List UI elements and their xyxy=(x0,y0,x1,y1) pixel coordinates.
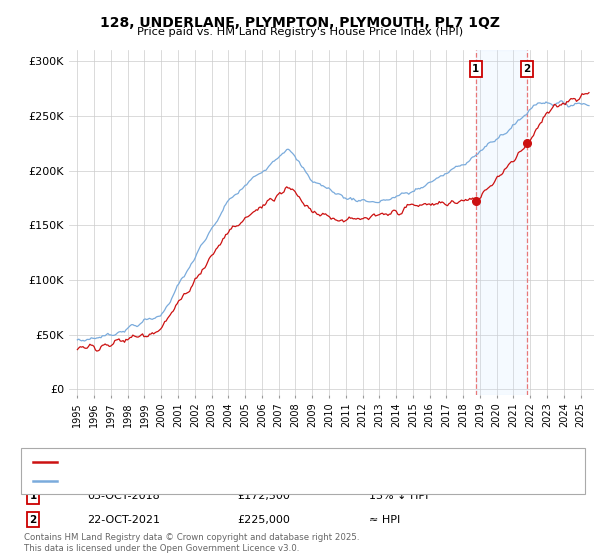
Text: 1: 1 xyxy=(29,491,37,501)
Text: Contains HM Land Registry data © Crown copyright and database right 2025.
This d: Contains HM Land Registry data © Crown c… xyxy=(24,533,359,553)
Text: 1: 1 xyxy=(472,64,479,74)
Text: £172,500: £172,500 xyxy=(237,491,290,501)
Text: 22-OCT-2021: 22-OCT-2021 xyxy=(87,515,160,525)
Text: 128, UNDERLANE, PLYMPTON, PLYMOUTH, PL7 1QZ (semi-detached house): 128, UNDERLANE, PLYMPTON, PLYMOUTH, PL7 … xyxy=(63,457,451,467)
Text: HPI: Average price, semi-detached house, City of Plymouth: HPI: Average price, semi-detached house,… xyxy=(63,476,371,486)
Bar xyxy=(476,50,527,395)
Text: £225,000: £225,000 xyxy=(237,515,290,525)
Text: 2: 2 xyxy=(523,64,530,74)
Text: ≈ HPI: ≈ HPI xyxy=(369,515,400,525)
Text: 2: 2 xyxy=(29,515,37,525)
Text: 128, UNDERLANE, PLYMPTON, PLYMOUTH, PL7 1QZ: 128, UNDERLANE, PLYMPTON, PLYMOUTH, PL7 … xyxy=(100,16,500,30)
Text: Price paid vs. HM Land Registry's House Price Index (HPI): Price paid vs. HM Land Registry's House … xyxy=(137,27,463,37)
Text: 13% ↓ HPI: 13% ↓ HPI xyxy=(369,491,428,501)
Text: 03-OCT-2018: 03-OCT-2018 xyxy=(87,491,160,501)
